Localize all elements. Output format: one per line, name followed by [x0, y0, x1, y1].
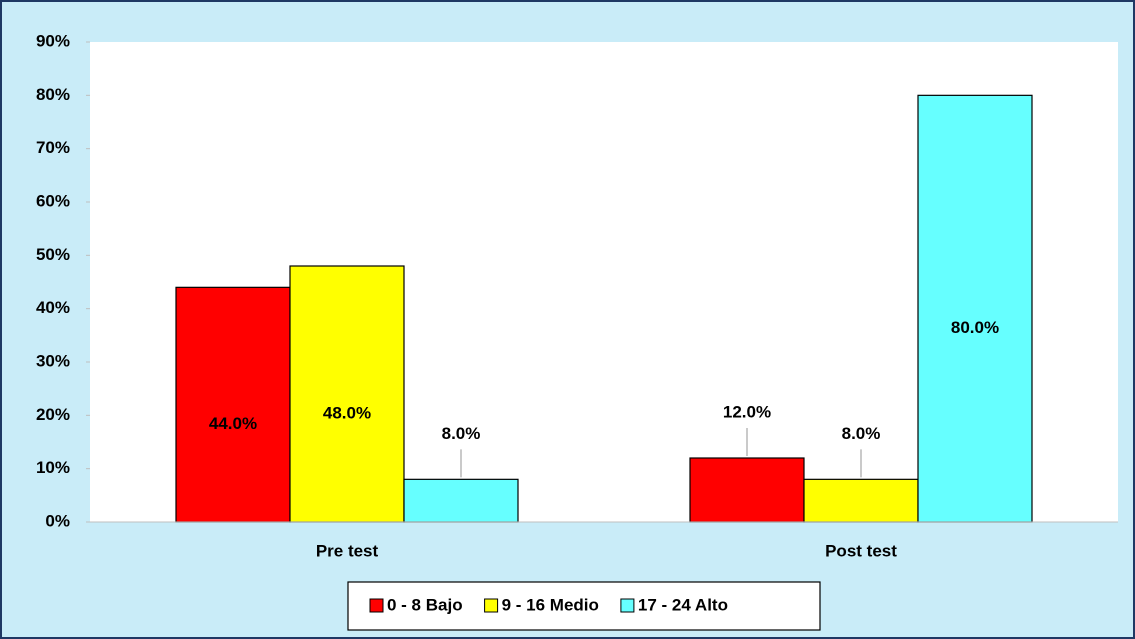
legend-label: 9 - 16 Medio — [502, 595, 599, 614]
legend-swatch — [484, 598, 499, 613]
bar — [803, 478, 919, 523]
y-tick-label: 80% — [36, 85, 70, 104]
bar — [403, 478, 519, 523]
bar — [289, 265, 405, 523]
bar — [917, 94, 1033, 523]
y-tick-label: 50% — [36, 245, 70, 264]
y-tick-label: 0% — [45, 511, 70, 530]
data-label: 80.0% — [951, 318, 999, 337]
y-tick-label: 40% — [36, 298, 70, 317]
legend-label: 0 - 8 Bajo — [387, 595, 463, 614]
y-tick-label: 20% — [36, 405, 70, 424]
bar — [689, 457, 805, 523]
x-tick-label: Post test — [825, 541, 897, 560]
data-label: 44.0% — [209, 414, 257, 433]
data-label: 12.0% — [723, 402, 771, 421]
legend-swatch — [620, 598, 635, 613]
y-tick-label: 90% — [36, 31, 70, 50]
data-label: 8.0% — [842, 424, 881, 443]
y-tick-label: 60% — [36, 191, 70, 210]
y-tick-label: 30% — [36, 351, 70, 370]
legend-swatch — [369, 598, 384, 613]
data-label: 8.0% — [442, 424, 481, 443]
y-tick-label: 10% — [36, 458, 70, 477]
legend-label: 17 - 24 Alto — [638, 595, 728, 614]
legend — [347, 581, 821, 631]
x-tick-label: Pre test — [316, 541, 379, 560]
y-tick-label: 70% — [36, 138, 70, 157]
data-label: 48.0% — [323, 403, 371, 422]
bar — [175, 286, 291, 523]
